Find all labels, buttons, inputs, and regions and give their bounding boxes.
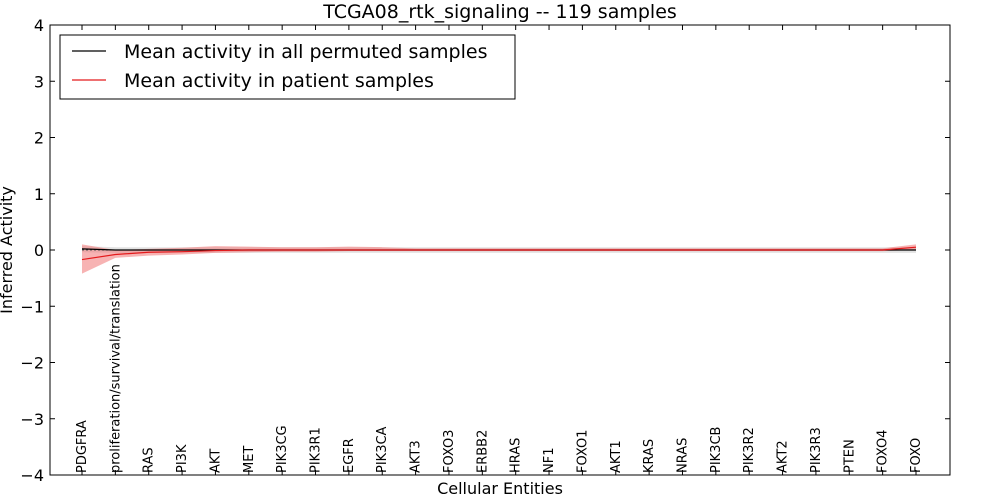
x-category-label: FOXO3 [442,430,457,473]
x-category-label: FOXO4 [876,430,891,473]
x-category-label: PIK3R1 [309,427,324,473]
x-category-label: KRAS [642,439,657,473]
x-category-label: AKT3 [409,440,424,473]
x-category-label: proliferation/survival/translation [108,264,123,473]
y-tick-label: 1 [34,185,44,204]
x-category-label: MET [242,446,257,473]
x-category-label: PIK3CA [375,426,390,473]
x-category-label: FOXO1 [575,430,590,473]
x-category-label: PI3K [175,444,190,473]
y-tick-label: −2 [20,354,44,373]
y-tick-label: −3 [20,410,44,429]
legend-label-patient: Mean activity in patient samples [124,70,434,92]
y-tick-label: 3 [34,72,44,91]
plot-area: −4 −3 −2 −1 0 1 2 3 4 PDGFRA proliferation/surviv… [20,16,951,485]
legend-label-permuted: Mean activity in all permuted samples [124,41,487,63]
x-category-label: PTEN [842,439,857,473]
legend: Mean activity in all permuted samples Me… [59,34,516,100]
x-category-label: PIK3R2 [742,427,757,473]
series-line-1 [81,246,917,261]
x-category-label: NRAS [675,438,690,473]
y-tick-label: −4 [20,466,44,485]
x-category-label: PDGFRA [75,420,90,473]
x-category-label: PIK3R3 [809,427,824,473]
confidence-band-1 [82,244,916,274]
x-category-label: ERBB2 [475,430,490,473]
x-category-label: NF1 [542,448,557,473]
x-category-label: FOXO [909,438,924,473]
y-axis-label: Inferred Activity [0,186,16,314]
y-tick-label: 4 [34,16,44,35]
x-category-label: PIK3CB [709,427,724,473]
y-tick-label: −1 [20,297,44,316]
legend-box [59,34,516,100]
x-axis-label: Cellular Entities [437,479,563,498]
chart-title: TCGA08_rtk_signaling -- 119 samples [322,1,677,23]
x-category-label: EGFR [342,438,357,473]
y-tick-label: 0 [34,241,44,260]
y-tick-label: 2 [34,129,44,148]
x-category-label: AKT1 [609,440,624,473]
x-category-label: AKT2 [776,440,791,473]
x-category-label: HRAS [509,438,524,473]
x-category-label: RAS [142,447,157,473]
x-category-label: AKT [208,449,223,473]
x-category-label: PIK3CG [275,425,290,473]
